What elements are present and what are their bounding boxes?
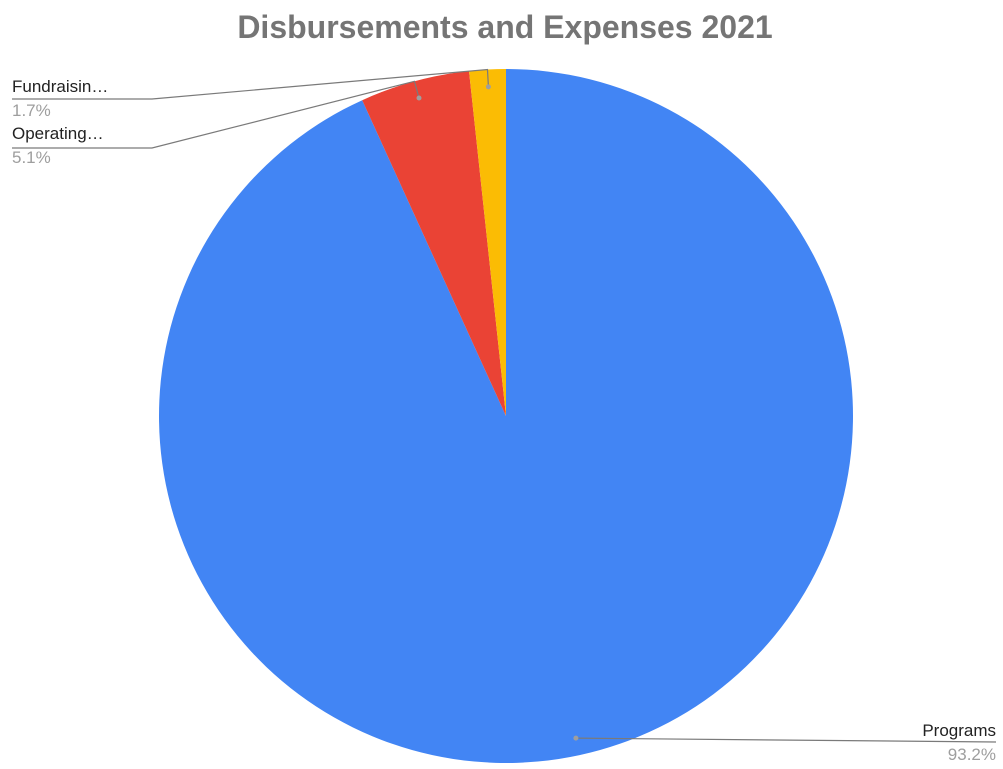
pie-slice-fundraising <box>469 69 506 416</box>
leader-dot-programs <box>573 735 579 741</box>
leader-dot-fundraising <box>485 84 491 90</box>
leader-line-programs <box>575 737 997 743</box>
leader-dot-operating <box>416 95 422 101</box>
pie-slice-operating <box>362 70 506 416</box>
slice-percent-fundraising: 1.7% <box>12 101 51 120</box>
pie-slices <box>159 69 854 763</box>
leader-line-operating <box>12 80 420 149</box>
pie-slice-programs <box>159 69 854 763</box>
slice-label-fundraising: Fundraisin… <box>12 77 108 96</box>
slice-label-programs: Programs <box>922 721 996 740</box>
leader-lines <box>12 68 997 743</box>
leader-line-fundraising <box>12 68 490 100</box>
chart-title: Disbursements and Expenses 2021 <box>237 9 772 45</box>
slice-percent-operating: 5.1% <box>12 148 51 167</box>
slice-percent-programs: 93.2% <box>948 745 996 764</box>
slice-label-operating: Operating… <box>12 124 104 143</box>
